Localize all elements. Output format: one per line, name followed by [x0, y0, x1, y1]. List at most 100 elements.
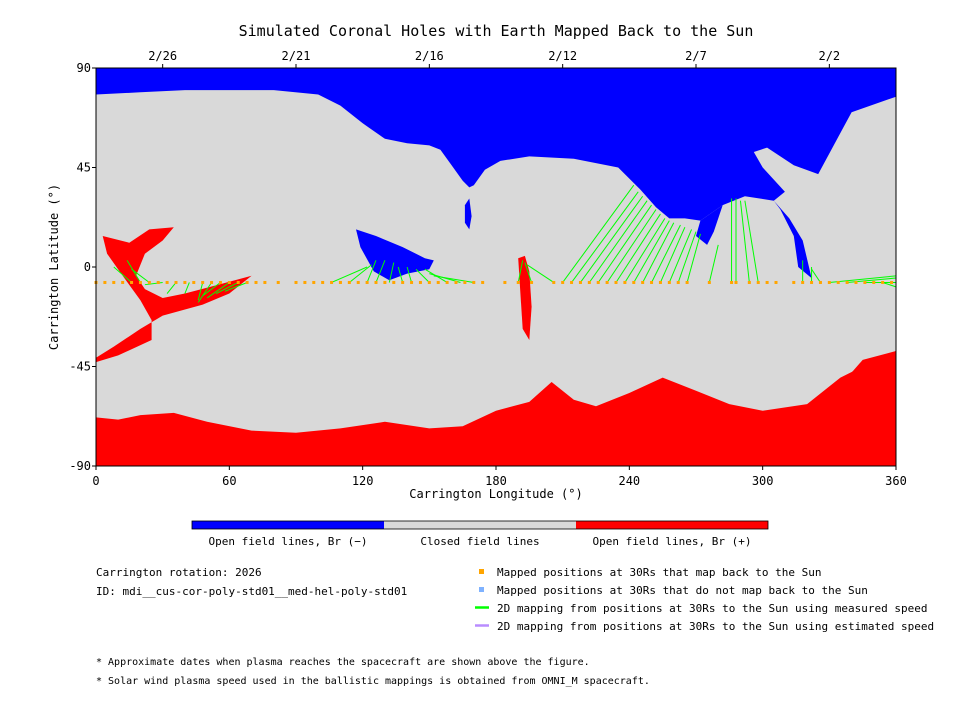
model-id: ID: mdi__cus-cor-poly-std01__med-hel-pol…: [96, 585, 407, 598]
mapping-line: [624, 218, 666, 283]
coronal-hole-positive: [518, 255, 532, 340]
mapping-line: [366, 260, 377, 283]
mapped-position: [245, 280, 249, 284]
mapped-position: [427, 280, 431, 284]
mapped-position: [445, 280, 449, 284]
mapped-position: [730, 280, 734, 284]
mapped-position: [374, 280, 378, 284]
mapped-position: [658, 280, 662, 284]
coronal-hole-negative: [356, 229, 434, 281]
date-tick-label: 2/7: [685, 49, 707, 63]
mapping-line: [215, 282, 239, 294]
mapped-position: [165, 280, 169, 284]
mapped-position: [330, 280, 334, 284]
mapped-positions: [94, 280, 894, 284]
legend: Mapped positions at 30Rs that map back t…: [475, 566, 934, 633]
mapped-position: [454, 280, 458, 284]
y-tick-label: 90: [77, 61, 91, 75]
mapping-line: [686, 233, 701, 283]
mapped-position: [747, 280, 751, 284]
mapped-position: [810, 280, 814, 284]
mapped-position: [401, 280, 405, 284]
mapped-position: [347, 280, 351, 284]
chart-title: Simulated Coronal Holes with Earth Mappe…: [239, 22, 754, 40]
mapped-position: [667, 280, 671, 284]
date-tick-label: 2/16: [415, 49, 444, 63]
mapped-position: [121, 280, 125, 284]
coronal-hole-positive: [96, 227, 252, 363]
x-axis-label: Carrington Longitude (°): [409, 487, 582, 501]
date-tick-label: 2/2: [818, 49, 840, 63]
date-axis-ticks: 2/26 2/21 2/16 2/12 2/7 2/2: [148, 49, 840, 68]
mapped-position: [632, 280, 636, 284]
mapped-position: [516, 280, 520, 284]
mapped-position: [765, 280, 769, 284]
mapped-position: [827, 280, 831, 284]
mapped-position: [552, 280, 556, 284]
mapped-position: [503, 280, 507, 284]
mapped-position: [881, 280, 885, 284]
mapped-position: [734, 280, 738, 284]
mapped-position: [192, 280, 196, 284]
mapped-position: [303, 280, 307, 284]
mapping-line: [131, 268, 150, 283]
x-tick-label: 360: [885, 474, 907, 488]
mapping-line: [562, 184, 635, 283]
north-polar-hole: [96, 68, 896, 221]
y-tick-label: -90: [69, 459, 91, 473]
mapping-line: [597, 204, 652, 283]
date-tick-label: 2/21: [282, 49, 311, 63]
mapping-line: [882, 282, 897, 288]
mapped-position: [641, 280, 645, 284]
mapping-line: [580, 195, 644, 283]
colorbar-frame: [191, 520, 769, 530]
x-tick-label: 0: [92, 474, 99, 488]
mapped-position: [174, 280, 178, 284]
mapped-position: [872, 280, 876, 284]
x-tick-label: 180: [485, 474, 507, 488]
mapped-position: [578, 280, 582, 284]
mapped-position: [472, 280, 476, 284]
legend-label: Mapped positions at 30Rs that do not map…: [497, 584, 868, 597]
mapped-position: [792, 280, 796, 284]
mapping-line: [829, 275, 897, 283]
mapped-position: [418, 280, 422, 284]
mapping-line: [524, 262, 533, 283]
date-tick-label: 2/26: [148, 49, 177, 63]
mapping-line: [433, 275, 474, 283]
mapping-line: [406, 266, 413, 283]
mapped-position: [103, 280, 107, 284]
mapped-position: [623, 280, 627, 284]
mapping-line: [642, 222, 675, 283]
mapped-position: [596, 280, 600, 284]
mapping-line: [184, 282, 190, 294]
mapped-position: [276, 280, 280, 284]
mapped-position: [112, 280, 116, 284]
mapped-position: [392, 280, 396, 284]
colorbar-segment: [384, 521, 576, 529]
mapping-line: [197, 282, 212, 303]
colorbar-label: Closed field lines: [420, 535, 539, 548]
mapping-line: [633, 220, 670, 283]
mapping-line: [659, 226, 686, 283]
mapping-line: [113, 266, 132, 283]
mapping-line: [677, 231, 697, 283]
y-tick-label: 0: [84, 260, 91, 274]
mapped-position: [227, 280, 231, 284]
carrington-rotation: Carrington rotation: 2026: [96, 566, 262, 579]
mapped-position: [863, 280, 867, 284]
mapping-line: [197, 282, 204, 301]
coronal-hole-negative: [773, 200, 812, 279]
mapped-position: [210, 280, 214, 284]
legend-swatch: [479, 569, 484, 574]
mapped-position: [383, 280, 387, 284]
mapping-line: [606, 209, 657, 283]
mapped-position: [338, 280, 342, 284]
mapped-position: [707, 280, 711, 284]
mapped-position: [530, 280, 534, 284]
mapping-line: [571, 191, 639, 283]
mapped-position: [463, 280, 467, 284]
mapped-position: [570, 280, 574, 284]
mapped-position: [218, 280, 222, 284]
